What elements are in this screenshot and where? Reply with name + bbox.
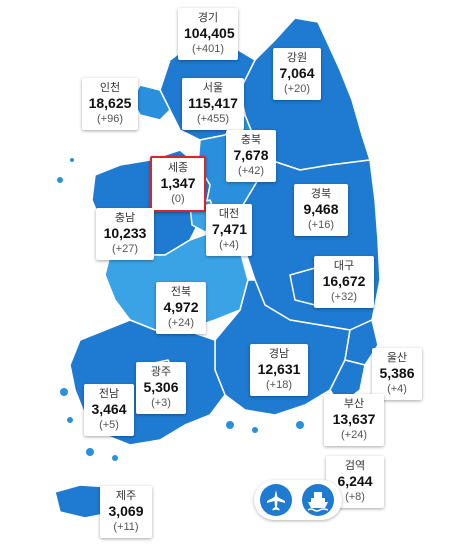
region-total: 3,464 — [91, 401, 127, 417]
region-delta: (+4) — [387, 383, 407, 395]
region-name: 대전 — [218, 208, 240, 220]
region-total: 4,972 — [163, 299, 199, 315]
region-total: 13,637 — [332, 411, 376, 427]
region-name: 검역 — [344, 460, 366, 472]
ship-icon — [302, 484, 334, 516]
region-delta: (+42) — [238, 165, 264, 177]
card-chungbuk: 충북 7,678 (+42) — [226, 130, 276, 182]
card-seoul: 서울 115,417 (+455) — [182, 78, 244, 130]
region-delta: (+455) — [196, 113, 230, 125]
region-name: 서울 — [202, 82, 224, 94]
region-total: 12,631 — [257, 361, 301, 377]
region-name: 경북 — [310, 188, 332, 200]
region-name: 부산 — [343, 398, 365, 410]
region-name: 인천 — [99, 82, 121, 94]
region-name: 전북 — [170, 286, 192, 298]
card-gwangju: 광주 5,306 (+3) — [136, 362, 186, 414]
region-delta: (0) — [171, 193, 185, 205]
region-total: 115,417 — [188, 95, 238, 111]
quarantine-transport-badge — [254, 480, 342, 520]
card-jeonnam: 전남 3,464 (+5) — [84, 384, 134, 436]
region-name: 경기 — [197, 12, 219, 24]
region-total: 5,386 — [379, 365, 415, 381]
region-delta: (+32) — [331, 291, 357, 303]
region-ulsan — [344, 319, 379, 366]
region-name: 강원 — [286, 52, 308, 64]
region-delta: (+24) — [168, 317, 194, 329]
region-name: 울산 — [386, 352, 408, 364]
card-ulsan: 울산 5,386 (+4) — [372, 348, 422, 400]
region-delta: (+4) — [219, 239, 239, 251]
region-total: 7,064 — [279, 65, 315, 81]
region-name: 광주 — [150, 366, 172, 378]
card-gyeongnam: 경남 12,631 (+18) — [250, 344, 308, 396]
region-total: 9,468 — [303, 201, 339, 217]
region-total: 7,678 — [233, 147, 269, 163]
region-delta: (+401) — [191, 43, 225, 55]
region-name: 경남 — [268, 348, 290, 360]
region-delta: (+20) — [284, 83, 310, 95]
region-name: 전남 — [98, 388, 120, 400]
card-daegu: 대구 16,672 (+32) — [314, 256, 374, 308]
region-delta: (+24) — [341, 429, 367, 441]
island-dots — [57, 158, 304, 461]
card-gyeonggi: 경기 104,405 (+401) — [178, 8, 238, 60]
region-total: 104,405 — [184, 25, 235, 41]
region-total: 3,069 — [108, 503, 144, 519]
card-busan: 부산 13,637 (+24) — [324, 394, 384, 446]
card-chungnam: 충남 10,233 (+27) — [96, 208, 154, 260]
card-jeju: 제주 3,069 (+11) — [100, 486, 152, 538]
card-sejong: 세종 1,347 (0) — [150, 156, 206, 212]
card-gyeongbuk: 경북 9,468 (+16) — [294, 184, 348, 236]
region-delta: (+8) — [345, 491, 365, 503]
region-total: 7,471 — [212, 221, 248, 237]
region-total: 1,347 — [160, 175, 196, 191]
region-delta: (+3) — [151, 397, 171, 409]
region-total: 5,306 — [143, 379, 179, 395]
card-incheon: 인천 18,625 (+96) — [82, 78, 138, 130]
region-total: 16,672 — [322, 273, 366, 289]
region-delta: (+5) — [99, 419, 119, 431]
card-gangwon: 강원 7,064 (+20) — [273, 48, 321, 100]
region-total: 18,625 — [88, 95, 132, 111]
region-delta: (+16) — [308, 219, 334, 231]
airplane-icon — [260, 484, 292, 516]
region-name: 충북 — [240, 134, 262, 146]
card-jeonbuk: 전북 4,972 (+24) — [156, 282, 206, 334]
region-name: 대구 — [333, 260, 355, 272]
card-daejeon: 대전 7,471 (+4) — [206, 204, 252, 256]
region-delta: (+96) — [97, 113, 123, 125]
region-delta: (+27) — [112, 243, 138, 255]
region-delta: (+11) — [113, 521, 139, 533]
region-name: 충남 — [114, 212, 136, 224]
region-name: 세종 — [167, 162, 189, 174]
region-total: 6,244 — [337, 473, 373, 489]
region-delta: (+18) — [266, 379, 292, 391]
region-total: 10,233 — [103, 225, 147, 241]
region-name: 제주 — [115, 490, 137, 502]
